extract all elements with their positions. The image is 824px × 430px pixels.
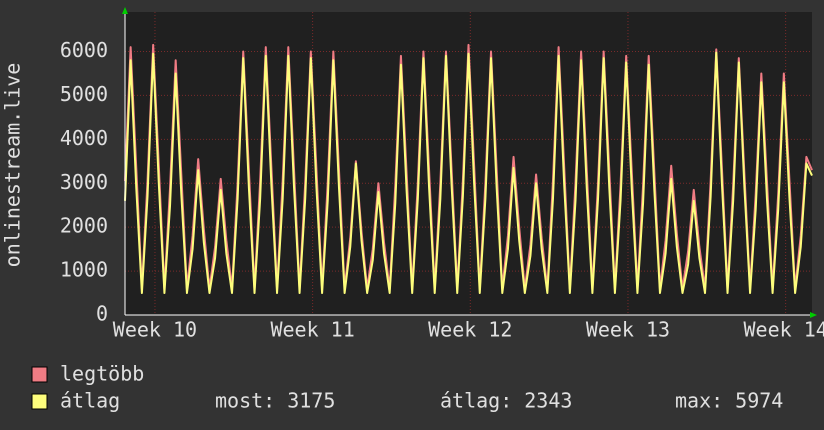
stat-label: átlag: (440, 389, 512, 413)
y-tick-label: 1000 (60, 258, 108, 282)
legend-label: átlag (60, 389, 120, 413)
y-tick-label: 6000 (60, 38, 108, 62)
legend-swatch (31, 366, 48, 383)
y-tick-label: 3000 (60, 170, 108, 194)
y-tick-label: 0 (96, 302, 108, 326)
legend-label: legtöbb (60, 362, 144, 386)
y-axis-label: onlinestream.live (1, 63, 25, 268)
stat-label: max: (675, 389, 723, 413)
x-arrow (810, 312, 817, 318)
x-tick-label: Week 12 (428, 318, 512, 342)
legend-swatch (31, 393, 48, 410)
x-tick-label: Week 10 (113, 318, 197, 342)
y-tick-label: 4000 (60, 126, 108, 150)
lines (124, 43, 813, 295)
x-tick-label: Week 13 (586, 318, 670, 342)
y-tick-label: 5000 (60, 82, 108, 106)
stat-value: 5974 (735, 389, 783, 413)
legend: legtöbb átlag most: 3175 átlag: 2343 max: 5974 (31, 362, 783, 413)
stat-label: most: (215, 389, 275, 413)
x-tick-label: Week 14 (743, 318, 824, 342)
series-line (124, 51, 813, 295)
stat-value: 2343 (524, 389, 572, 413)
stat-value: 3175 (287, 389, 335, 413)
x-tick-label: Week 11 (270, 318, 354, 342)
y-tick-label: 2000 (60, 214, 108, 238)
y-arrow (122, 7, 128, 14)
